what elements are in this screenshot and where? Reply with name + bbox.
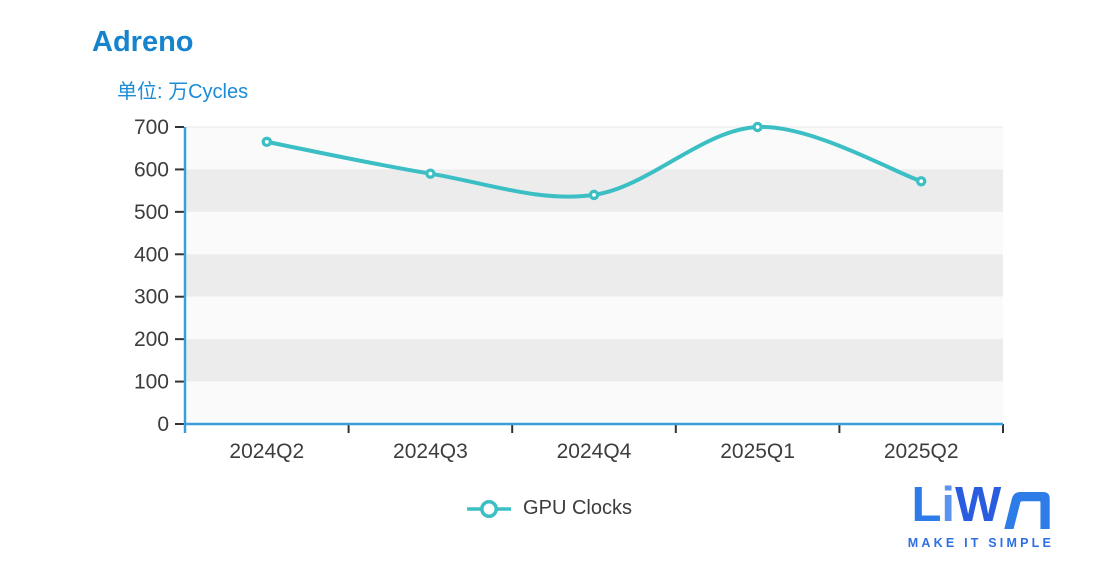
- data-point-marker-center: [428, 171, 433, 176]
- legend-marker-icon: [467, 499, 512, 518]
- y-axis-label: 400: [134, 243, 169, 266]
- x-axis-label: 2024Q2: [229, 440, 304, 463]
- x-axis-label: 2024Q4: [557, 440, 632, 463]
- data-point-marker-center: [755, 125, 760, 129]
- y-axis-label: 500: [134, 201, 169, 224]
- logo-tagline: MAKE IT SIMPLE: [907, 536, 1054, 550]
- grid-band: [185, 296, 1003, 340]
- grid-band: [185, 381, 1003, 424]
- y-axis-label: 700: [134, 116, 169, 139]
- line-chart: 0 100 200 300 400 500 600 700 2024Q2 2024Q3 2024Q4…: [134, 116, 1004, 463]
- legend-label: GPU Clocks: [523, 497, 632, 519]
- liwa-logo: LiW MAKE IT SIMPLE: [907, 478, 1054, 551]
- logo-letters: LiW: [911, 478, 1002, 532]
- unit-label: 单位: 万Cycles: [117, 81, 249, 103]
- data-point-marker-center: [264, 139, 269, 144]
- grid-band: [185, 127, 1003, 170]
- y-axis-label: 600: [134, 158, 169, 181]
- grid-band: [185, 254, 1003, 297]
- grid-band: [185, 339, 1003, 382]
- y-axis-label: 0: [157, 413, 169, 436]
- data-point-marker-center: [919, 179, 924, 184]
- y-axis-label: 100: [134, 371, 169, 394]
- logo-wordmark: LiW: [911, 478, 1051, 532]
- x-axis-label: 2024Q3: [393, 440, 468, 463]
- data-point-marker-center: [592, 192, 596, 197]
- x-axis-label: 2025Q2: [884, 440, 959, 463]
- y-axis-label: 300: [134, 286, 169, 309]
- legend-item-gpu-clocks[interactable]: GPU Clocks: [466, 497, 632, 520]
- logo-letter-a-icon: [1004, 492, 1051, 529]
- x-axis-label: 2025Q1: [720, 440, 795, 463]
- y-axis-label: 200: [134, 328, 169, 351]
- page-title: Adreno: [92, 26, 194, 58]
- grid-band: [185, 211, 1003, 255]
